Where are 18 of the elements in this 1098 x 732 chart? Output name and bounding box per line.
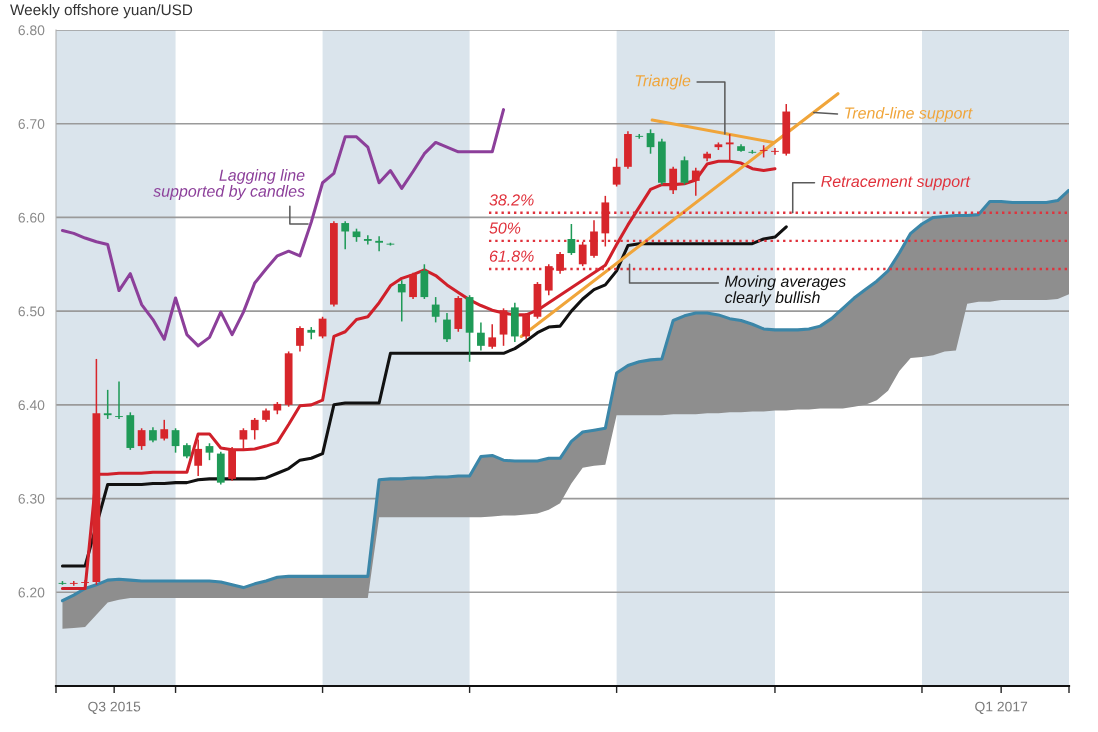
annotation: 50%: [489, 222, 521, 234]
x-tick-label: Q3 2015: [88, 701, 141, 714]
annotation: Lagging line supported by candles: [153, 169, 305, 200]
annotation: 38.2%: [489, 194, 534, 206]
y-tick-label: 6.50: [18, 306, 45, 317]
annotation: Moving averages clearly bullish: [725, 275, 846, 307]
y-tick-label: 6.80: [18, 25, 45, 36]
y-tick-label: 6.70: [18, 119, 45, 129]
y-tick-label: 6.20: [18, 587, 45, 598]
annotation: Triangle: [635, 74, 691, 90]
y-tick-label: 6.40: [18, 400, 45, 411]
x-tick-label: Q1 2017: [975, 701, 1028, 714]
annotation: Trend-line support: [845, 107, 973, 122]
annotation: 61.8%: [489, 250, 534, 262]
annotation: Retracement support: [821, 175, 971, 191]
y-tick-label: 6.60: [18, 212, 45, 223]
y-tick-label: 6.30: [18, 493, 45, 504]
chart-title: Weekly offshore yuan/USD: [10, 4, 193, 19]
